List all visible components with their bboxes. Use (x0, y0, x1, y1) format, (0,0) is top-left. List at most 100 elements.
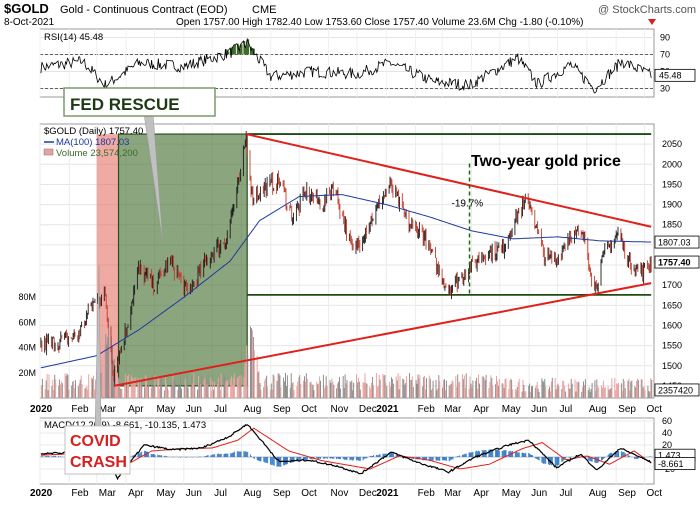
price-tick-label: 1850 (662, 220, 682, 230)
volume-bar (72, 381, 74, 398)
volume-bar (464, 387, 466, 398)
volume-bar (147, 383, 149, 398)
volume-bar (364, 373, 366, 398)
volume-bar (472, 380, 474, 398)
volume-bar (178, 383, 180, 398)
volume-bar (145, 374, 146, 398)
volume-bar (332, 381, 334, 398)
volume-bar (555, 389, 557, 398)
volume-bar (448, 385, 450, 398)
price-bars (40, 131, 652, 386)
volume-bar (391, 379, 393, 398)
macd-hist-bar (146, 451, 148, 457)
volume-bar (617, 384, 619, 398)
macd-hist-bar (165, 455, 167, 457)
volume-bar (304, 381, 306, 398)
x-tick-label: Apr (473, 488, 489, 499)
volume-bar (141, 380, 143, 398)
volume-bar (296, 386, 298, 398)
macd-hist-bar (465, 453, 467, 457)
volume-bar (259, 383, 261, 398)
volume-bar (405, 383, 407, 398)
volume-bar (263, 387, 265, 398)
macd-hist-bar (516, 452, 518, 457)
volume-bar (590, 389, 592, 398)
macd-hist-bar (617, 451, 619, 457)
volume-bar (511, 379, 513, 398)
macd-hist-bar (518, 452, 520, 457)
volume-bar (44, 389, 46, 398)
volume-bar (120, 389, 122, 398)
macd-hist-bar (622, 452, 624, 457)
volume-bar (497, 385, 499, 398)
volume-bar (60, 381, 62, 398)
macd-hist-bar (300, 457, 302, 461)
volume-bar (48, 374, 50, 398)
symbol: $GOLD (4, 1, 49, 16)
x-tick-label: Jul (214, 404, 227, 415)
macd-hist-bar (568, 457, 570, 458)
chart-annotation-title: Two-year gold price (471, 153, 621, 170)
x-tick-label: Sep (618, 404, 636, 415)
volume-bar (377, 385, 379, 398)
macd-hist-bar (591, 457, 593, 462)
macd-hist-bar (382, 453, 384, 457)
volume-bar (429, 378, 431, 398)
macd-hist-bar (46, 456, 48, 457)
volume-bar (186, 373, 188, 398)
volume-bar (270, 383, 272, 398)
volume-bar (378, 374, 380, 398)
macd-hist-bar (324, 457, 326, 459)
volume-bar (422, 386, 424, 398)
volume-bar (501, 383, 503, 398)
x-tick-label: Apr (473, 404, 489, 415)
volume-bar (496, 376, 497, 398)
volume-bar (150, 388, 152, 398)
volume-bar (66, 373, 68, 398)
macd-hist-bar (627, 455, 629, 457)
volume-bar (146, 377, 147, 398)
volume-bar (366, 383, 368, 398)
macd-hist-bar (210, 455, 212, 457)
volume-bar (293, 389, 295, 398)
macd-hist-bar (363, 457, 365, 459)
volume-bar (171, 382, 173, 398)
macd-hist-bar (152, 453, 154, 457)
price-last-box (654, 235, 700, 249)
volume-bar (165, 383, 167, 398)
macd-hist-bar (260, 457, 262, 462)
volume-bar (588, 387, 590, 398)
volume-bar (128, 374, 129, 398)
macd-hist-bar (265, 457, 267, 463)
macd-hist-bar (159, 454, 161, 457)
volume-bar (365, 382, 367, 398)
volume-bar (548, 389, 549, 398)
volume-bar (65, 376, 67, 398)
volume-bar (260, 389, 262, 398)
macd-hist-bar (496, 449, 497, 457)
macd-hist-bar (511, 451, 513, 457)
volume-bar (79, 379, 81, 398)
volume-bar (322, 374, 324, 398)
macd-hist-bar (521, 452, 523, 457)
macd-last-label: -8.661 (658, 459, 684, 469)
x-tick-label: Oct (301, 488, 317, 499)
volume-bar (601, 385, 602, 398)
volume-bar (71, 385, 73, 398)
macd-hist-bar (339, 457, 341, 459)
macd-hist-bar (505, 450, 507, 457)
macd-hist-bar (469, 452, 471, 457)
volume-bar (101, 359, 103, 398)
volume-bar (402, 378, 404, 398)
header-date: 8-Oct-2021 (4, 17, 54, 28)
volume-bar (53, 389, 55, 398)
volume-bar (320, 380, 321, 398)
macd-hist-bar (637, 457, 638, 459)
x-tick-label: Mar (99, 404, 117, 415)
volume-bar (629, 390, 631, 398)
price-last-box (654, 383, 700, 397)
macd-hist-bar (318, 457, 320, 459)
volume-bar (597, 385, 599, 398)
volume-bar (61, 383, 63, 398)
volume-bar (297, 381, 299, 398)
